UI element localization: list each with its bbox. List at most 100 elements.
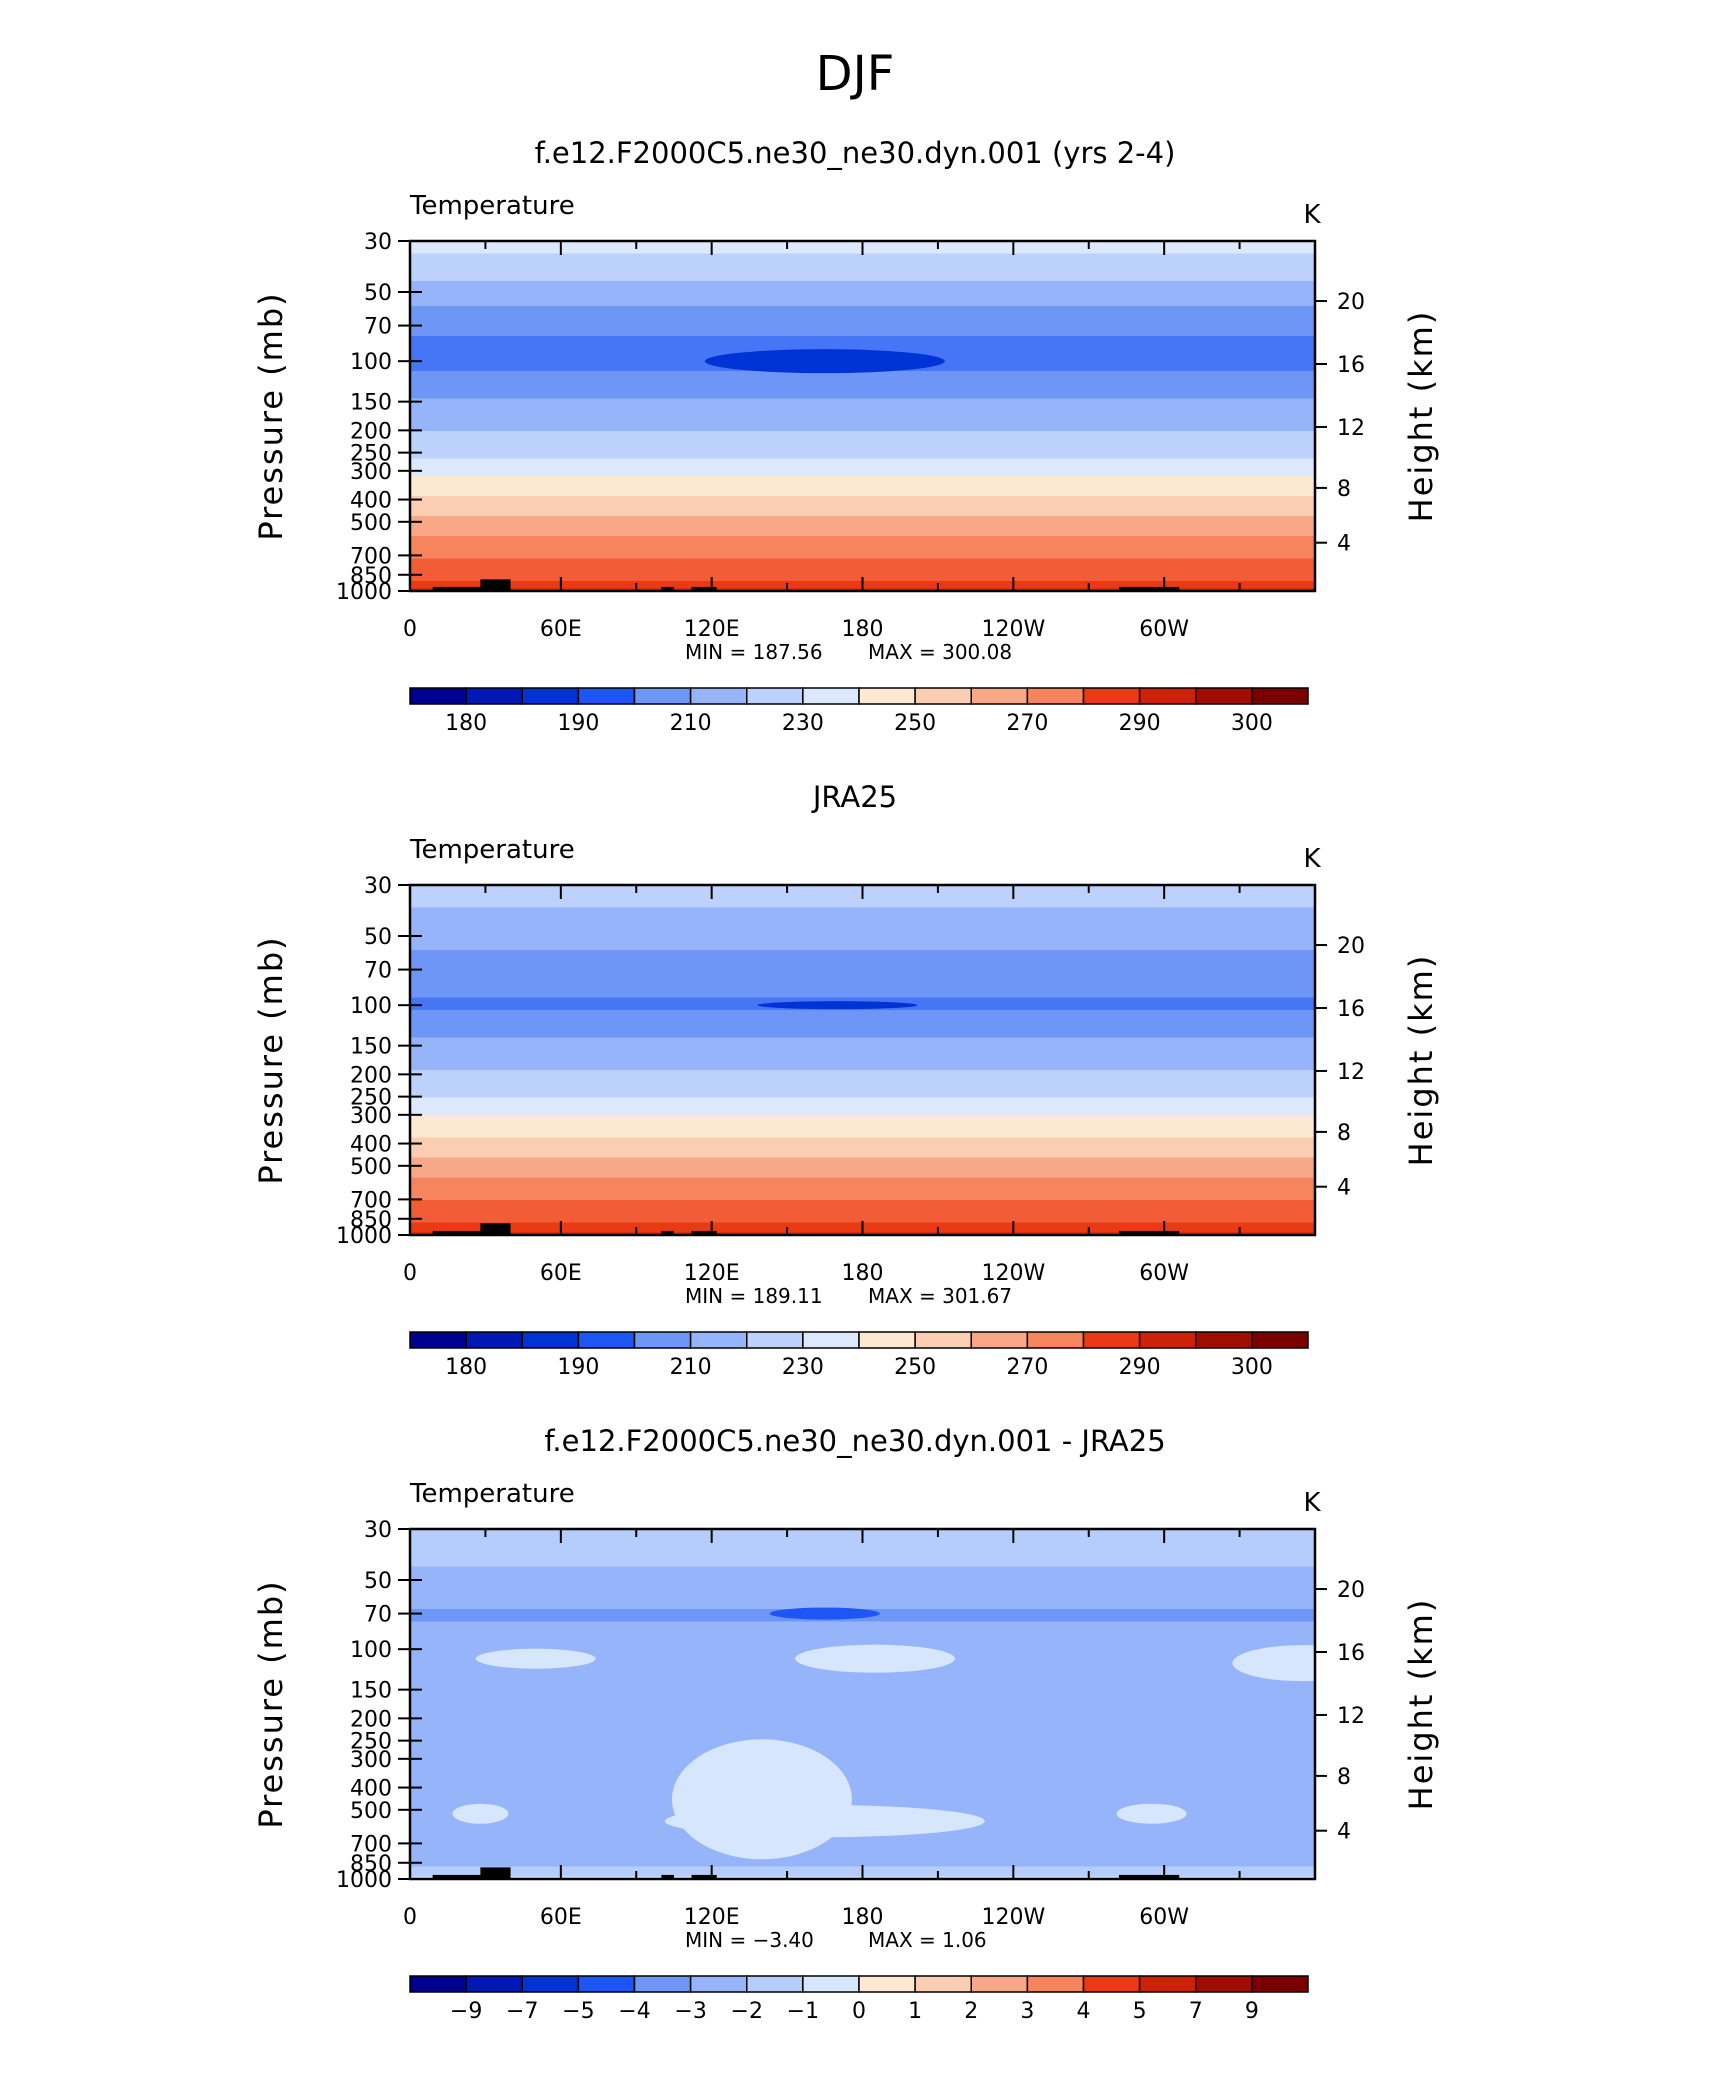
- colorbar-box: [858, 1331, 916, 1349]
- colorbar-box: [689, 1975, 748, 1993]
- colorbar-label: 250: [894, 1355, 936, 1380]
- x-tick-label: 180: [842, 617, 884, 642]
- min-label: MIN = −3.40: [685, 1928, 814, 1952]
- y-tick-label: 850: [350, 1208, 392, 1233]
- colorbar-label: −5: [562, 1999, 594, 2024]
- panel-title: f.e12.F2000C5.ne30_ne30.dyn.001 (yrs 2-4…: [535, 136, 1176, 170]
- y-tick-label: 400: [350, 1777, 392, 1802]
- y2-axis-title: Height (km): [1402, 1598, 1440, 1811]
- colorbar-box: [1026, 1331, 1085, 1349]
- y-tick-label: 400: [350, 1133, 392, 1158]
- contour-band: [410, 281, 1315, 307]
- y-tick-label: 70: [364, 1603, 392, 1628]
- colorbar-label: 290: [1119, 1355, 1161, 1380]
- topography-mask: [1118, 1874, 1180, 1879]
- colorbar-box: [746, 687, 804, 705]
- y-tick-label: 700: [350, 544, 392, 569]
- contour-field: [410, 1529, 1315, 1879]
- colorbar-label: 180: [445, 711, 487, 736]
- colorbar-box: [1082, 1331, 1141, 1349]
- y-tick-label: 250: [350, 442, 392, 467]
- y2-tick-label: 16: [1337, 997, 1365, 1022]
- colorbar-box: [858, 1975, 916, 1993]
- colorbar-box: [521, 1331, 580, 1349]
- colorbar-box: [1195, 687, 1253, 705]
- y-tick-label: 30: [364, 874, 392, 899]
- contour-band: [410, 476, 1315, 497]
- max-label: MAX = 1.06: [868, 1928, 987, 1952]
- y2-tick-label: 20: [1337, 290, 1365, 315]
- y-tick-label: 70: [364, 315, 392, 340]
- y-tick-label: 850: [350, 564, 392, 589]
- x-tick-label: 180: [842, 1905, 884, 1930]
- y-tick-label: 400: [350, 489, 392, 514]
- colorbar-label: 230: [782, 1355, 824, 1380]
- topography-mask: [480, 1223, 511, 1235]
- y2-axis-title: Height (km): [1402, 310, 1440, 523]
- y-tick-label: 1000: [336, 1224, 392, 1249]
- y-tick-label: 500: [350, 511, 392, 536]
- y-tick-label: 70: [364, 959, 392, 984]
- colorbar-box: [1251, 1975, 1309, 1993]
- colorbar-box: [802, 1331, 860, 1349]
- near-zero-patch: [795, 1644, 956, 1673]
- minimum-contour: [769, 1607, 880, 1620]
- topography-mask: [661, 586, 674, 591]
- max-label: MAX = 300.08: [868, 640, 1012, 664]
- colorbar-box: [1138, 1975, 1197, 1993]
- y2-tick-label: 16: [1337, 1641, 1365, 1666]
- contour-band: [410, 516, 1315, 537]
- colorbar-label: 210: [670, 1355, 712, 1380]
- colorbar-box: [914, 1975, 972, 1993]
- contour-band: [410, 1097, 1315, 1116]
- contour-band: [410, 907, 1315, 951]
- contour-band: [410, 950, 1315, 999]
- colorbar-box: [633, 1975, 692, 1993]
- contour-band: [410, 1010, 1315, 1039]
- y-tick-label: 250: [350, 1086, 392, 1111]
- colorbar-label: 270: [1006, 711, 1048, 736]
- colorbar-box: [465, 1331, 523, 1349]
- topography-mask: [1118, 1230, 1180, 1235]
- colorbar-label: 4: [1077, 1999, 1091, 2024]
- y2-tick-label: 20: [1337, 934, 1365, 959]
- panel-title: JRA25: [811, 780, 897, 814]
- y2-tick-label: 8: [1337, 1765, 1351, 1790]
- colorbar-label: −7: [506, 1999, 538, 2024]
- y-tick-label: 500: [350, 1155, 392, 1180]
- x-tick-label: 0: [403, 1905, 417, 1930]
- max-label: MAX = 301.67: [868, 1284, 1012, 1308]
- y-tick-label: 300: [350, 1104, 392, 1129]
- colorbar-label: 1: [908, 1999, 922, 2024]
- contour-field: [410, 241, 1315, 591]
- panel-1: f.e12.F2000C5.ne30_ne30.dyn.001 (yrs 2-4…: [252, 136, 1440, 736]
- x-tick-label: 0: [403, 1261, 417, 1286]
- y-tick-label: 100: [350, 350, 392, 375]
- colorbar-label: 190: [557, 711, 599, 736]
- near-zero-patch: [452, 1803, 509, 1824]
- y-tick-label: 150: [350, 1035, 392, 1060]
- y-tick-label: 250: [350, 1730, 392, 1755]
- colorbar-box: [1026, 1975, 1085, 1993]
- colorbar-box: [970, 1975, 1029, 1993]
- x-tick-label: 120W: [981, 617, 1045, 642]
- y-tick-label: 300: [350, 1748, 392, 1773]
- topography-mask: [691, 1230, 717, 1235]
- colorbar-label: 180: [445, 1355, 487, 1380]
- y2-axis-title: Height (km): [1402, 954, 1440, 1167]
- colorbar-box: [633, 1331, 692, 1349]
- page-title: DJF: [816, 46, 895, 102]
- colorbar-label: 210: [670, 711, 712, 736]
- y2-tick-label: 12: [1337, 1060, 1365, 1085]
- topography-mask: [691, 586, 717, 591]
- y-tick-label: 200: [350, 419, 392, 444]
- colorbar-box: [914, 687, 972, 705]
- minimum-contour: [704, 349, 945, 374]
- y-axis-title: Pressure (mb): [252, 1579, 290, 1828]
- colorbar-box: [521, 687, 580, 705]
- topography-mask: [661, 1874, 674, 1879]
- colorbar-box: [409, 1975, 467, 1993]
- y-tick-label: 850: [350, 1852, 392, 1877]
- y-tick-label: 300: [350, 460, 392, 485]
